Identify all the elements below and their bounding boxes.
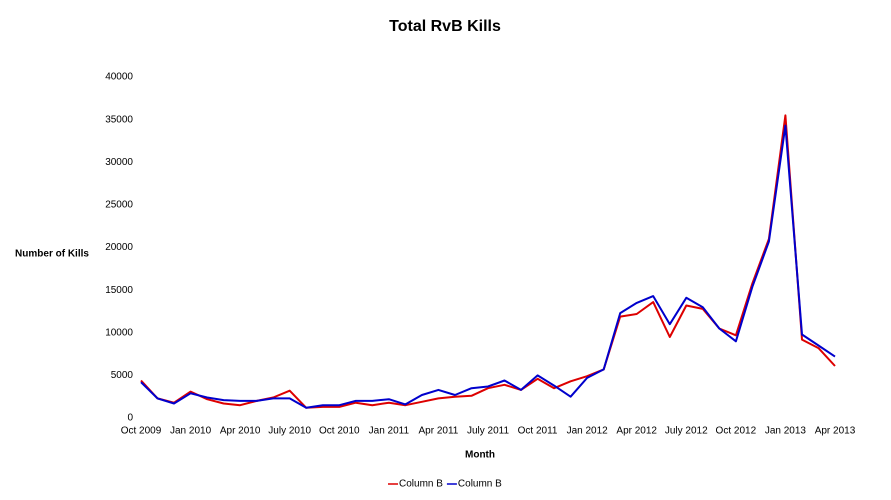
series-line [140,114,836,409]
x-tick-label: Jan 2011 [369,426,410,437]
y-tick-label: 15000 [105,285,133,296]
x-tick-label: Apr 2010 [220,426,261,437]
y-tick-label: 0 [127,413,133,424]
series-line [140,124,836,409]
y-tick-label: 25000 [105,200,133,211]
x-tick-label: Oct 2010 [319,426,360,437]
x-tick-label: Jan 2013 [765,426,807,437]
legend-label: Column B [399,479,443,490]
chart-title: Total RvB Kills [389,18,501,35]
x-tick-label: Apr 2012 [616,426,657,437]
x-tick-label: Oct 2009 [121,426,162,437]
x-tick-label: Oct 2012 [716,426,757,437]
y-tick-label: 35000 [105,114,133,125]
y-tick-label: 20000 [105,242,133,253]
x-tick-label: Apr 2013 [815,426,856,437]
x-axis-title: Month [465,450,495,461]
x-tick-label: Oct 2011 [518,426,558,437]
y-axis-title: Number of Kills [15,249,89,260]
y-tick-label: 10000 [105,327,133,338]
y-tick-label: 30000 [105,157,133,168]
x-tick-label: Jan 2012 [567,426,609,437]
x-tick-label: Jan 2010 [170,426,212,437]
x-tick-label: July 2010 [268,426,311,437]
x-tick-label: July 2012 [665,426,708,437]
y-tick-label: 5000 [111,370,134,381]
x-tick-label: Apr 2011 [419,426,459,437]
y-tick-label: 40000 [105,72,133,83]
legend-label: Column B [458,479,502,490]
x-tick-label: July 2011 [467,426,510,437]
